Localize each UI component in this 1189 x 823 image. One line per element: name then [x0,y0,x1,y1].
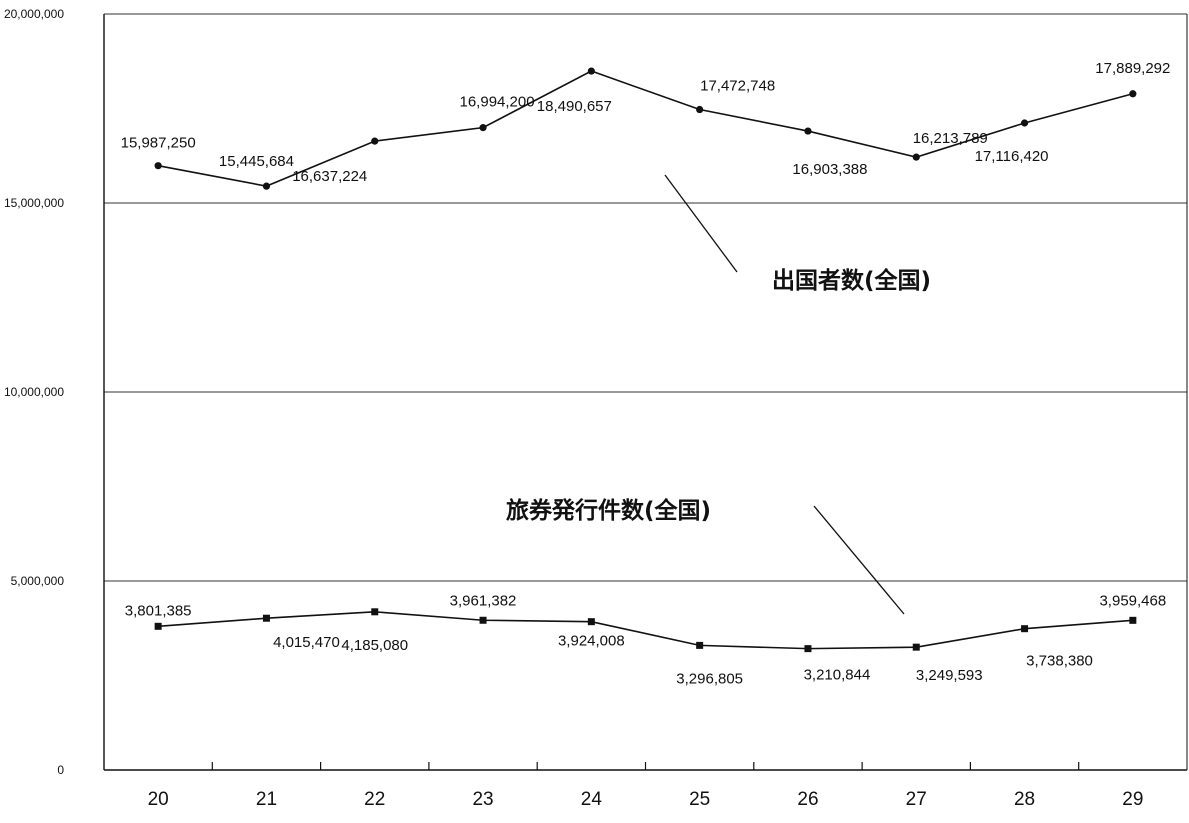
data-label: 3,961,382 [450,592,517,609]
x-axis-ticks: 20 21 22 23 24 25 26 27 28 29 [148,762,1143,810]
series-line [158,70,1134,187]
passports-annotation: 旅券発行件数(全国) [506,497,711,524]
data-label: 15,445,684 [219,153,294,170]
data-label: 3,296,805 [676,670,743,687]
data-point [262,182,271,190]
data-point [1129,90,1137,98]
data-label: 17,472,748 [700,78,775,95]
x-tick-label: 23 [472,789,493,810]
data-label: 15,987,250 [121,135,196,152]
data-label: 17,116,420 [975,148,1049,165]
data-point [154,622,162,630]
gridlines [104,13,1187,582]
x-tick-label: 20 [148,789,169,810]
data-label: 16,903,388 [792,161,867,178]
data-label: 16,213,789 [913,130,988,147]
data-point [479,616,487,624]
y-tick-label: 5,000,000 [11,574,65,588]
y-tick-label: 20,000,000 [4,7,64,21]
data-point [912,153,920,161]
data-point [1020,119,1029,127]
data-label: 4,185,080 [341,637,408,654]
data-label: 3,210,844 [804,667,871,684]
data-label: 3,738,380 [1026,653,1093,670]
data-point [262,614,270,622]
departures-annotation-leader [664,174,738,273]
data-label: 4,015,470 [273,634,340,651]
data-point [804,127,812,135]
data-point [912,643,920,651]
x-tick-label: 21 [256,789,277,810]
data-label: 17,889,292 [1095,60,1170,77]
data-point [1021,625,1029,633]
series-lines [154,67,1137,653]
data-point [804,645,812,653]
data-point [371,608,379,616]
x-tick-label: 28 [1014,789,1035,810]
series-annotations: 出国者数(全国) 旅券発行件数(全国) [506,174,931,615]
data-point [371,137,379,145]
series-line [158,611,1133,650]
x-tick-label: 24 [581,789,603,810]
x-tick-label: 22 [364,789,385,810]
data-point [587,618,595,626]
y-tick-label: 10,000,000 [4,385,64,399]
data-point [696,105,704,114]
data-label: 3,959,468 [1099,592,1166,609]
data-label: 18,490,657 [537,98,612,115]
passports-annotation-leader [813,505,905,615]
x-tick-label: 29 [1122,789,1143,810]
data-label: 16,637,224 [292,168,367,185]
data-label: 16,994,200 [460,94,535,111]
data-point [696,641,704,649]
data-point [587,67,595,75]
departures-annotation: 出国者数(全国) [772,267,931,294]
data-point [479,124,487,132]
data-label: 3,249,593 [916,667,983,684]
data-point [154,162,162,170]
x-tick-label: 27 [906,789,927,810]
y-tick-label: 0 [57,763,64,777]
x-tick-label: 26 [797,789,818,810]
y-axis-ticks: 0 5,000,000 10,000,000 15,000,000 20,000,000 [4,7,64,777]
y-tick-label: 15,000,000 [4,196,64,210]
data-label: 3,924,008 [558,633,625,650]
data-label: 3,801,385 [125,602,192,619]
x-tick-label: 25 [689,789,710,810]
data-point [1129,616,1137,624]
